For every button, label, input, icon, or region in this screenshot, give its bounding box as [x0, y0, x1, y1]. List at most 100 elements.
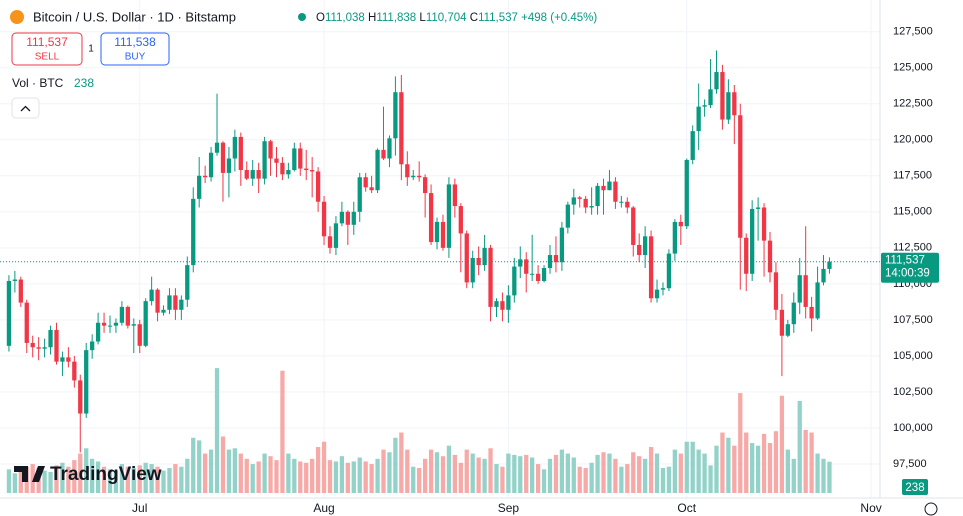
- buy-label[interactable]: BUY: [125, 52, 146, 63]
- volume-bar: [149, 464, 154, 493]
- candle-body: [411, 175, 416, 178]
- candle: [589, 187, 594, 215]
- y-tick-label: 102,500: [893, 386, 933, 398]
- collapse-icon[interactable]: [20, 105, 31, 112]
- candle: [197, 157, 202, 208]
- candle: [464, 230, 469, 289]
- candle-body: [286, 170, 291, 175]
- candle-body: [191, 198, 196, 266]
- volume-bar: [375, 458, 380, 493]
- volume-bar: [660, 468, 666, 493]
- candle-body: [815, 282, 820, 319]
- spread: 1: [88, 44, 94, 55]
- candle-body: [779, 309, 785, 336]
- candle-body: [541, 268, 547, 281]
- candle: [452, 178, 458, 218]
- volume-bar: [315, 446, 321, 493]
- candle-body: [298, 148, 303, 169]
- volume-bar: [119, 464, 125, 493]
- candle-body: [197, 175, 202, 199]
- candle: [476, 246, 481, 276]
- candle: [708, 59, 713, 109]
- candle-body: [827, 261, 832, 269]
- volume-bar: [547, 458, 553, 493]
- candle-body: [24, 302, 29, 343]
- candle: [60, 351, 65, 377]
- candle: [280, 157, 285, 181]
- candle: [78, 374, 83, 453]
- volume-bar: [791, 458, 796, 493]
- volume-bar: [363, 461, 368, 493]
- candle: [250, 159, 255, 186]
- candle-body: [803, 275, 808, 307]
- volume-pane: [6, 368, 832, 493]
- volume-bar: [18, 470, 23, 493]
- candle: [666, 249, 672, 292]
- volume-bar: [393, 437, 398, 493]
- buy-box[interactable]: [100, 32, 170, 66]
- volume-bar: [720, 432, 725, 493]
- candle: [553, 236, 559, 273]
- collapse-box[interactable]: [11, 97, 40, 119]
- volume-bar: [785, 449, 790, 493]
- volume-bar: [767, 443, 773, 493]
- volume-bar: [482, 458, 487, 493]
- candle: [750, 200, 755, 281]
- last-price-label: 111,537: [885, 255, 925, 267]
- brand-logo: TradingView: [14, 464, 162, 485]
- y-tick-label: 100,000: [893, 422, 933, 434]
- candle-body: [262, 141, 267, 179]
- ohlc-key: C: [470, 12, 478, 24]
- candle: [387, 135, 392, 168]
- candle-body: [155, 289, 160, 313]
- volume-bar: [738, 393, 743, 493]
- candle-body: [333, 223, 339, 248]
- volume-bar: [595, 454, 600, 493]
- volume-bar: [773, 431, 779, 493]
- candle-body: [107, 325, 113, 327]
- ohlc-key: O: [316, 12, 325, 24]
- candle: [714, 50, 719, 94]
- candle-body: [714, 72, 719, 90]
- candle-body: [131, 324, 136, 326]
- candle-body: [547, 255, 553, 269]
- candle-body: [464, 233, 469, 283]
- candle-body: [488, 247, 493, 307]
- candle: [292, 142, 297, 172]
- candle-body: [369, 187, 374, 191]
- volume-bar: [440, 456, 446, 493]
- volume-bar: [286, 453, 291, 493]
- volume-bar: [678, 453, 683, 493]
- candle: [642, 226, 648, 269]
- volume-bar: [541, 469, 547, 493]
- candle: [310, 157, 315, 198]
- collapse-button[interactable]: [11, 97, 40, 119]
- sell-button[interactable]: 111,537 SELL: [11, 32, 83, 66]
- volume-bar: [637, 456, 642, 493]
- sell-box[interactable]: [11, 32, 83, 66]
- candle-body: [220, 142, 226, 173]
- volume-bar: [577, 466, 582, 493]
- candle-body: [607, 181, 612, 191]
- candle-body: [720, 72, 725, 120]
- buy-price[interactable]: 111,538: [114, 35, 156, 49]
- candle: [161, 305, 166, 316]
- candle-body: [785, 324, 790, 336]
- y-tick-label: 112,500: [893, 242, 932, 254]
- buy-button[interactable]: 111,538 BUY: [100, 32, 170, 66]
- brand-name: TradingView: [50, 464, 162, 485]
- volume-bar: [345, 462, 350, 493]
- candle: [6, 275, 12, 352]
- candle-body: [72, 361, 77, 381]
- volume-bar: [143, 462, 148, 493]
- volume-bar: [512, 454, 517, 493]
- volume-bar: [535, 464, 541, 493]
- candle: [226, 146, 232, 198]
- volume-bar: [381, 449, 386, 493]
- y-tick-label: 115,000: [893, 206, 932, 218]
- sell-price[interactable]: 111,537: [26, 35, 68, 49]
- volume-value: 238: [74, 76, 94, 90]
- volume-bar: [714, 445, 719, 493]
- sell-label[interactable]: SELL: [35, 52, 60, 63]
- settings-icon[interactable]: [924, 502, 938, 516]
